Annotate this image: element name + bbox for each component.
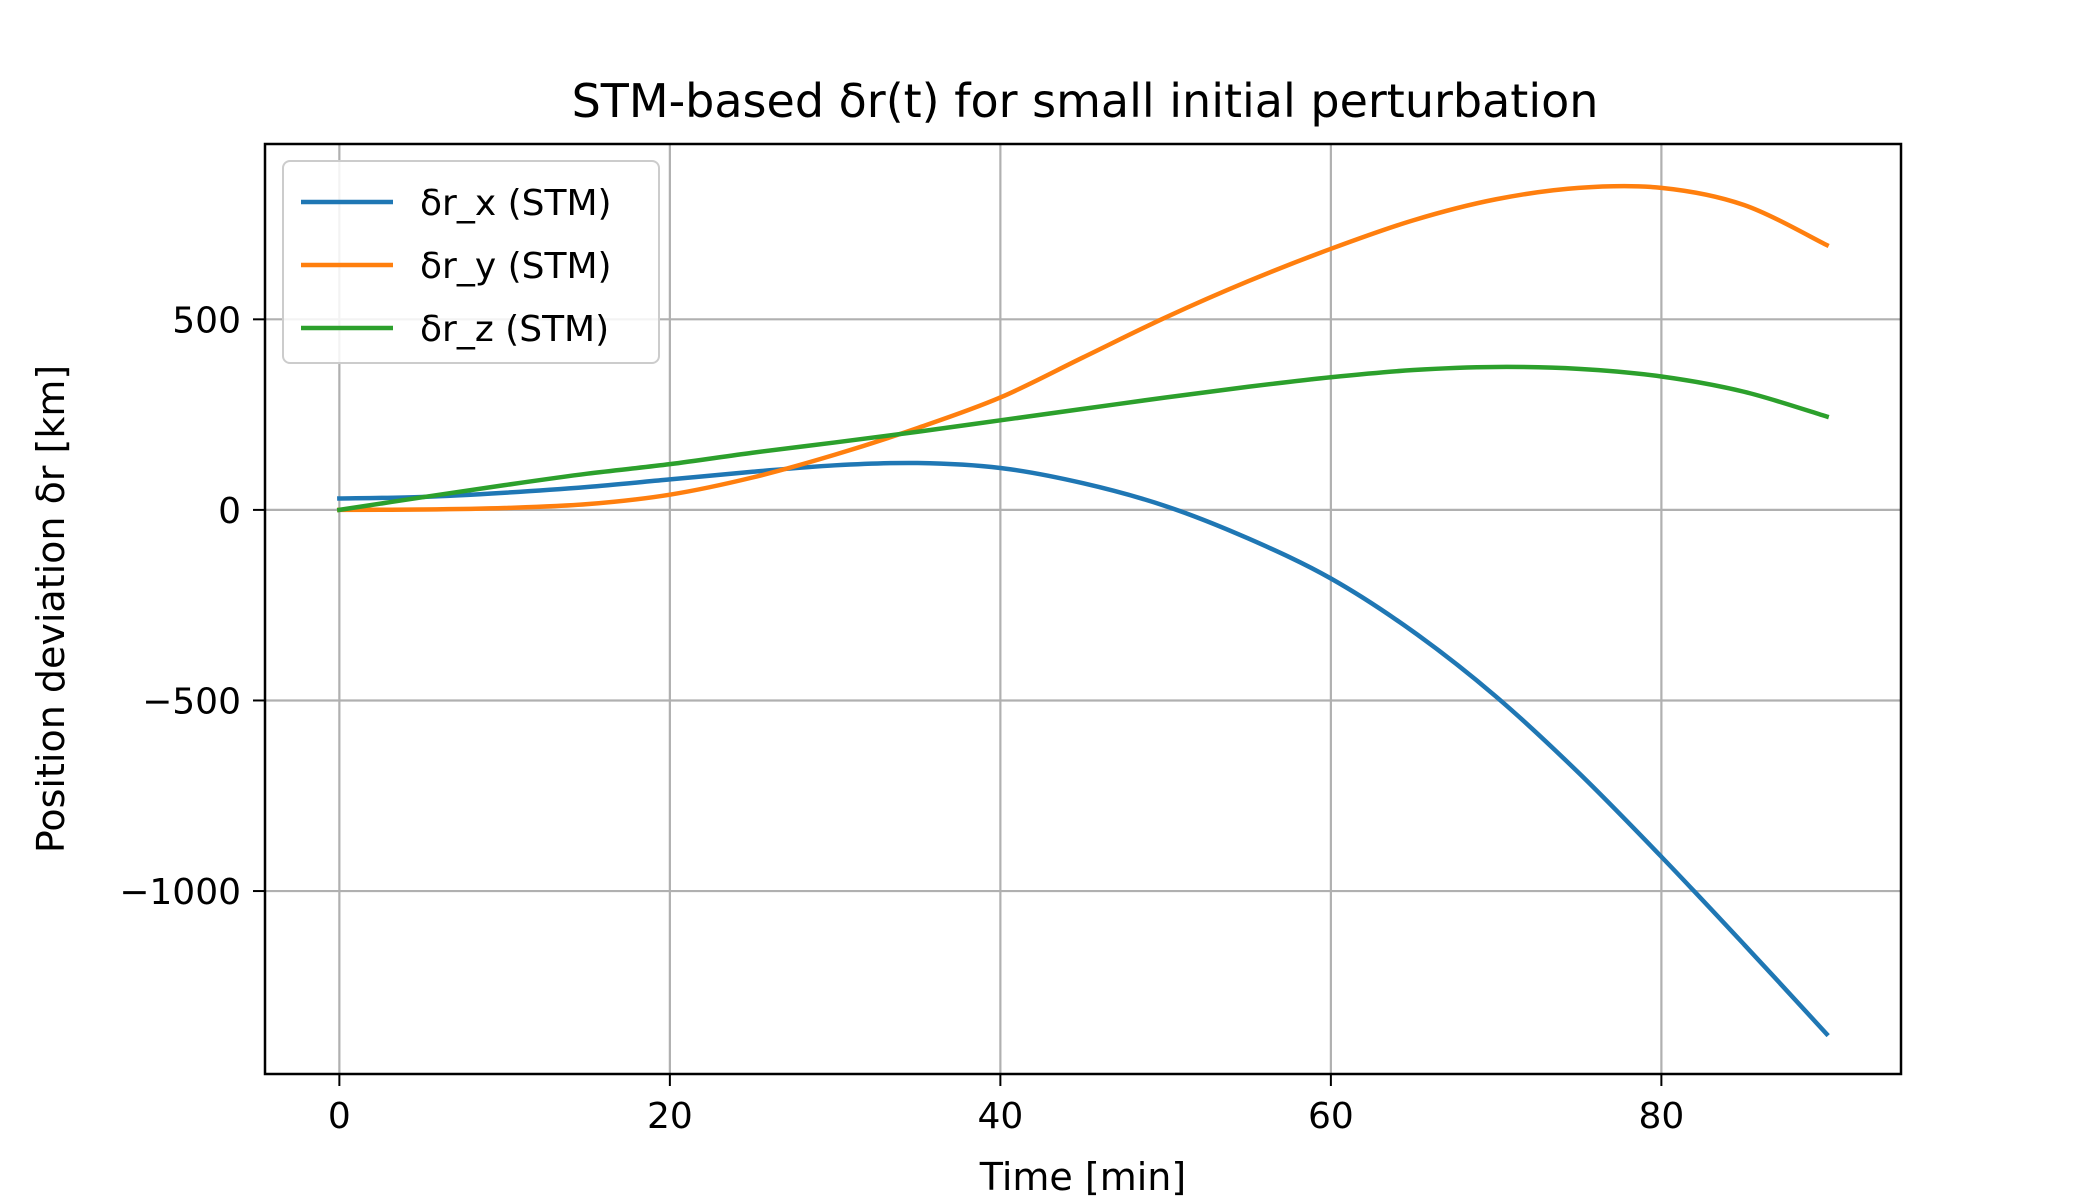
x-tick-label: 0 bbox=[328, 1096, 351, 1137]
legend: δr_x (STM) δr_y (STM) δr_z (STM) bbox=[282, 160, 660, 364]
legend-box bbox=[282, 160, 660, 364]
plot-frame bbox=[263, 142, 1903, 1076]
x-tick-label: 20 bbox=[647, 1096, 693, 1137]
y-axis-label: Position deviation δr [km] bbox=[29, 365, 73, 853]
y-axis-ticks: −1000 −500 0 500 bbox=[119, 300, 265, 913]
y-tick-label: −1000 bbox=[119, 872, 241, 913]
y-tick-label: 0 bbox=[218, 491, 241, 532]
x-tick-label: 40 bbox=[977, 1096, 1023, 1137]
x-tick-label: 60 bbox=[1308, 1096, 1354, 1137]
series-line-dr-x bbox=[337, 460, 1830, 1038]
legend-entries: δr_x (STM) δr_y (STM) δr_z (STM) bbox=[301, 183, 612, 350]
legend-label-dr-y: δr_y (STM) bbox=[420, 246, 612, 287]
series-lines bbox=[336, 183, 1830, 1038]
legend-label-dr-z: δr_z (STM) bbox=[420, 309, 609, 350]
y-tick-label: −500 bbox=[142, 681, 241, 722]
series-line-dr-y bbox=[337, 183, 1830, 513]
x-tick-label: 80 bbox=[1638, 1096, 1684, 1137]
series-line-dr-z bbox=[336, 364, 1830, 513]
legend-label-dr-x: δr_x (STM) bbox=[420, 183, 612, 224]
x-axis-ticks: 0 20 40 60 80 bbox=[328, 1074, 1684, 1137]
y-tick-label: 500 bbox=[172, 300, 241, 341]
chart-title: STM-based δr(t) for small initial pertur… bbox=[572, 74, 1599, 128]
x-axis-label: Time [min] bbox=[979, 1155, 1186, 1199]
